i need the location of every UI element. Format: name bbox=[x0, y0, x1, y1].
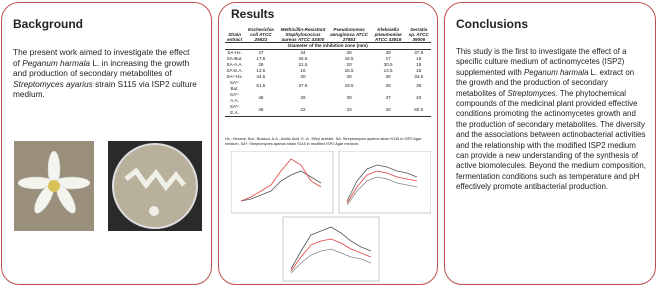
footnote: Hx.: Hexane, But.: Butanol, A.A.: Acetic… bbox=[225, 137, 431, 146]
column-header: Pseudomonas aeruginosa ATCC 27853 bbox=[328, 27, 369, 43]
table-cell: 26 bbox=[370, 80, 407, 92]
text: Peganum harmala bbox=[524, 68, 588, 77]
colony bbox=[149, 206, 159, 216]
table-cell: 47 bbox=[370, 92, 407, 104]
background-text: The present work aimed to investigate th… bbox=[13, 47, 198, 100]
column-header: Klebsiella pneumoniae ATCC 43816 bbox=[370, 27, 407, 43]
table-cell: 46 bbox=[244, 104, 277, 117]
background-panel: Background The present work aimed to inv… bbox=[1, 2, 212, 285]
table-cell: 51.5 bbox=[244, 80, 277, 92]
table-cell: 39 bbox=[328, 92, 369, 104]
flower-center bbox=[48, 180, 60, 192]
table-cell: 60.5 bbox=[406, 104, 431, 117]
text: . The phytochemical compounds of the med… bbox=[456, 89, 646, 192]
text: Peganum harmala bbox=[22, 58, 90, 68]
figures bbox=[231, 151, 431, 283]
table-cell: 42 bbox=[370, 104, 407, 117]
table-cell: 43 bbox=[328, 104, 369, 117]
results-title: Results bbox=[231, 7, 274, 21]
row-label: SA*-E.A. bbox=[225, 104, 244, 117]
column-header: Strain extract bbox=[225, 27, 244, 43]
table-cell: 19.5 bbox=[328, 80, 369, 92]
column-header: Methicillin-Resistant Staphylococcus aur… bbox=[278, 27, 329, 43]
table-cell: 40 bbox=[406, 92, 431, 104]
conclusions-panel: Conclusions This study is the first to i… bbox=[444, 2, 656, 285]
table-cell: 36 bbox=[406, 80, 431, 92]
table-cell: 29 bbox=[278, 92, 329, 104]
table-cell: 42 bbox=[278, 104, 329, 117]
photos bbox=[14, 141, 204, 231]
conclusions-title: Conclusions bbox=[456, 17, 528, 31]
text: Streptomyces bbox=[507, 89, 555, 98]
table-cell: 37.5 bbox=[278, 80, 329, 92]
poster: Background The present work aimed to inv… bbox=[0, 0, 658, 289]
text: Streptomyces ayarius bbox=[13, 79, 93, 89]
row-label: SA*-But. bbox=[225, 80, 244, 92]
row-label: SA*-A.A. bbox=[225, 92, 244, 104]
column-header: Serratia sp. ATCC 39006 bbox=[406, 27, 431, 43]
column-header: Escherichia coli ATCC 25922 bbox=[244, 27, 277, 43]
background-title: Background bbox=[13, 17, 83, 31]
conclusions-text: This study is the first to investigate t… bbox=[456, 47, 646, 193]
subheader: Diameter of the inhibition zone (mm) bbox=[225, 43, 431, 50]
table-cell: 48 bbox=[244, 92, 277, 104]
